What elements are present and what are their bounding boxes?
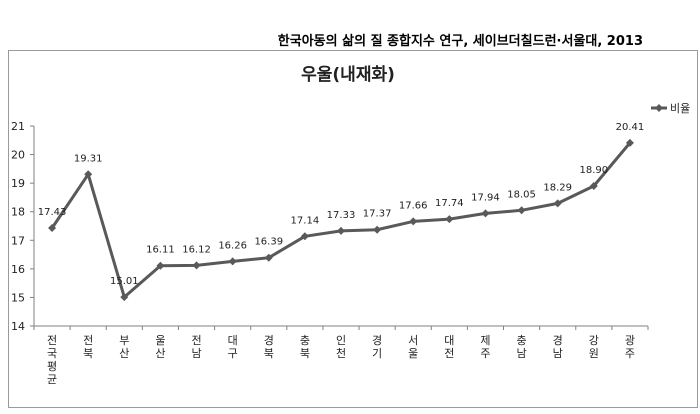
data-point xyxy=(553,199,562,208)
data-point xyxy=(517,206,526,215)
data-point xyxy=(48,224,57,232)
data-point xyxy=(481,209,490,218)
data-point xyxy=(264,253,273,262)
legend-label: 비율 xyxy=(670,102,690,115)
data-label: 18.29 xyxy=(543,182,572,193)
y-tick-label: 18 xyxy=(11,206,25,219)
data-label: 16.12 xyxy=(182,244,211,255)
data-label: 18.90 xyxy=(580,165,609,176)
data-point xyxy=(337,226,345,235)
data-label: 17.94 xyxy=(471,192,500,203)
y-tick-label: 15 xyxy=(11,291,25,304)
y-tick-label: 14 xyxy=(11,320,25,333)
data-point xyxy=(228,257,237,266)
data-point xyxy=(373,225,382,234)
y-tick-label: 19 xyxy=(11,177,25,190)
data-label: 15.01 xyxy=(110,276,139,287)
data-label: 19.31 xyxy=(74,153,103,164)
data-label: 17.43 xyxy=(38,207,67,218)
data-point xyxy=(156,261,165,270)
data-point xyxy=(445,215,454,224)
y-tick-label: 20 xyxy=(11,149,25,162)
data-label: 20.41 xyxy=(616,122,645,133)
y-tick-label: 16 xyxy=(11,263,25,276)
data-label: 17.37 xyxy=(363,209,392,220)
data-label: 17.14 xyxy=(291,215,320,226)
legend-marker xyxy=(655,104,663,112)
data-point xyxy=(120,293,129,302)
data-label: 16.26 xyxy=(218,240,247,251)
chart-title: 우울(내재화) xyxy=(301,65,395,85)
data-point xyxy=(300,232,309,241)
y-tick-label: 21 xyxy=(11,120,25,133)
y-tick-label: 17 xyxy=(11,234,25,247)
data-point xyxy=(589,182,598,190)
chart-frame xyxy=(8,50,698,408)
data-label: 16.39 xyxy=(254,237,283,248)
data-label: 17.33 xyxy=(327,210,356,221)
data-point xyxy=(409,217,418,226)
source-note: 한국아동의 삶의 질 종합지수 연구, 세이브더칠드런·서울대, 2013 xyxy=(277,34,643,49)
data-label: 17.74 xyxy=(435,198,464,209)
data-label: 17.66 xyxy=(399,200,428,211)
data-point xyxy=(625,138,634,147)
data-label: 16.11 xyxy=(146,245,175,256)
data-point xyxy=(192,261,201,270)
data-point xyxy=(84,170,93,179)
data-label: 18.05 xyxy=(507,189,536,200)
